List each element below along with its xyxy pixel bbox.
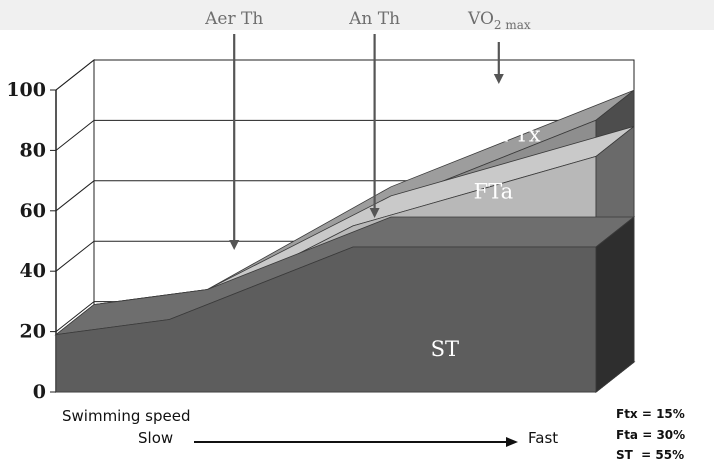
legend-st: ST = 55% [616,448,685,462]
y-tick-label-0: 0 [33,381,46,403]
marker-arrowhead-0 [229,240,240,250]
area-label-ftx: FTx [500,122,541,146]
legend-fta: Fta = 30% [616,428,686,442]
marker-label-vo2max-main: VO [467,9,494,29]
y-tick-label-80: 80 [20,139,46,161]
x-axis-title: Swimming speed [62,407,191,425]
fiber-composition-legend: Ftx = 15% Fta = 30% ST = 55% [590,405,710,467]
area-label-st: ST [431,337,459,361]
marker-arrowhead-2 [493,74,504,84]
threshold-markers: Aer Th An Th VO2 max [204,9,531,250]
y-tick-label-20: 20 [20,321,46,343]
marker-label-vo2max-sub: 2 max [494,18,531,32]
gridline-100 [55,59,634,91]
marker-label-1: An Th [348,9,400,29]
area-labels: ST FTa FTx [431,122,541,360]
y-axis-ticks: 0 20 40 60 80 100 [6,79,57,403]
marker-label-0: Aer Th [204,9,263,29]
y-tick-label-40: 40 [20,260,46,282]
chart-areas [54,89,636,393]
y-tick-label-60: 60 [20,200,46,222]
gridline-80 [55,119,634,151]
y-tick-label-100: 100 [6,79,46,101]
x-axis-slow-label: Slow [138,429,174,447]
marker-label-vo2max: VO2 max [467,9,531,32]
area-label-fta: FTa [474,180,513,204]
series-st-side [595,216,635,393]
legend-ftx: Ftx = 15% [616,407,685,421]
marker-arrowhead-1 [369,208,380,218]
x-axis-fast-label: Fast [528,429,559,447]
